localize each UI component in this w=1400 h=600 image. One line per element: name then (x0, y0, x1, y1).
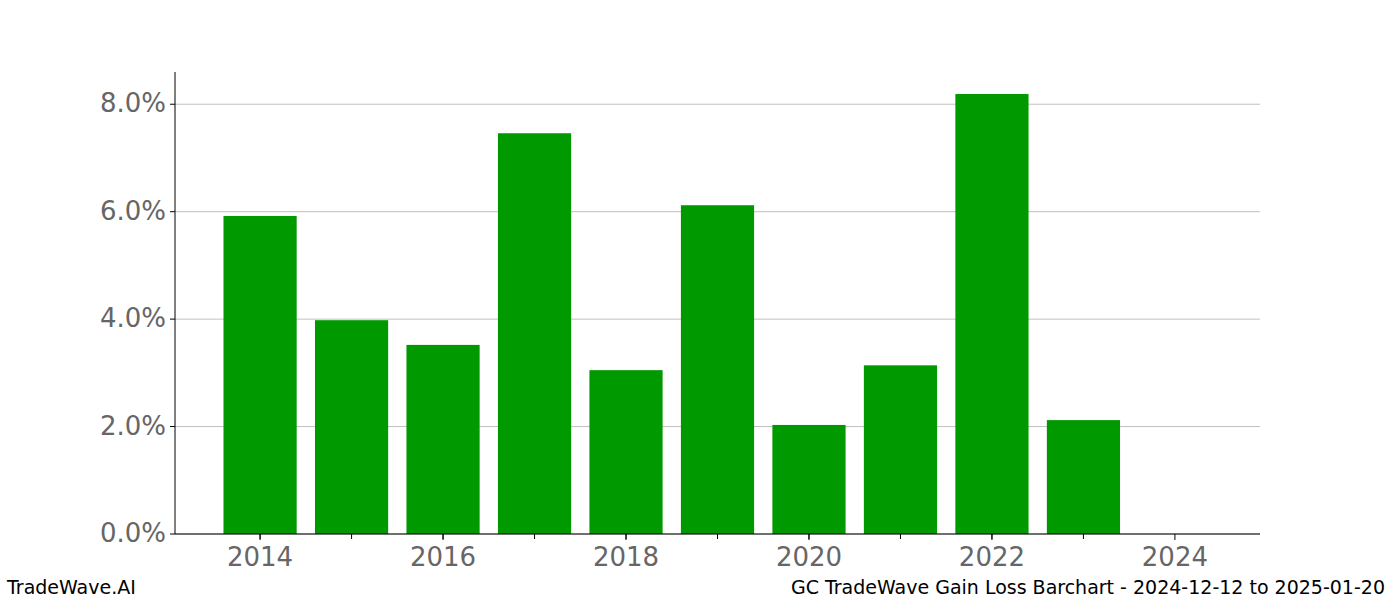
x-tick-label: 2016 (410, 542, 476, 572)
y-tick (170, 104, 175, 105)
grid-line (175, 534, 1260, 535)
bar (681, 205, 754, 534)
x-tick-label: 2018 (593, 542, 659, 572)
x-tick-label: 2020 (776, 542, 842, 572)
y-tick-label: 0.0% (100, 518, 166, 548)
x-tick (991, 534, 992, 540)
bar (223, 216, 296, 534)
bar (498, 133, 571, 534)
x-minor-tick (717, 534, 718, 539)
x-tick (808, 534, 809, 540)
bar (772, 425, 845, 534)
x-tick-label: 2014 (227, 542, 293, 572)
title: GC TradeWave Gain Loss Barchart - 2024-1… (791, 576, 1385, 598)
x-minor-tick (1083, 534, 1084, 539)
x-minor-tick (443, 534, 444, 539)
x-minor-tick (900, 534, 901, 539)
grid-line (175, 104, 1260, 105)
y-tick-label: 4.0% (100, 303, 166, 333)
y-tick-label: 8.0% (100, 88, 166, 118)
y-tick (170, 426, 175, 427)
bar (315, 320, 388, 534)
bar (406, 345, 479, 534)
y-tick (170, 534, 175, 535)
footer-left: TradeWave.AI (6, 576, 136, 598)
x-minor-tick (808, 534, 809, 539)
x-minor-tick (991, 534, 992, 539)
x-axis-line (175, 534, 1260, 535)
x-tick (260, 534, 261, 540)
bars (223, 94, 1120, 534)
bar (589, 370, 662, 534)
chart: 0.0% 2.0% 4.0% 6.0% 8.0% 2014 2016 2018 2020 2022… (0, 0, 1400, 600)
y-tick-label: 2.0% (100, 411, 166, 441)
x-tick (626, 534, 627, 540)
x-minor-tick (626, 534, 627, 539)
x-tick-label: 2022 (959, 542, 1025, 572)
y-axis-line (175, 72, 176, 534)
bar (1047, 420, 1120, 534)
x-tick (1174, 534, 1175, 540)
y-tick-label: 6.0% (100, 196, 166, 226)
x-tick (443, 534, 444, 540)
x-tick-label: 2024 (1142, 542, 1208, 572)
bar (955, 94, 1028, 534)
y-tick (170, 319, 175, 320)
x-minor-tick (351, 534, 352, 539)
x-minor-tick (260, 534, 261, 539)
x-minor-tick (534, 534, 535, 539)
bar (864, 365, 937, 534)
y-tick (170, 211, 175, 212)
